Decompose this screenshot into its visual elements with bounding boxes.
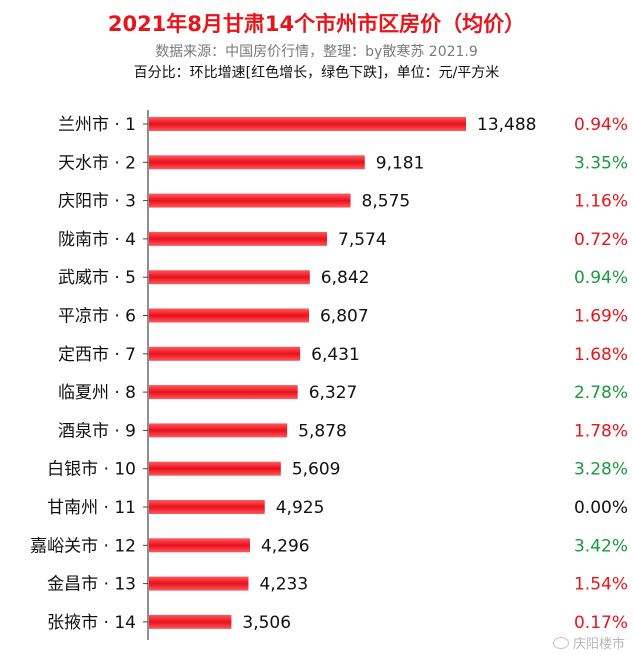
value-label: 9,181 — [376, 153, 425, 173]
bar — [149, 231, 328, 246]
change-label: 1.78% — [574, 421, 628, 441]
chart-title: 2021年8月甘肃14个市州市区房价（均价） — [107, 12, 526, 36]
bar — [149, 155, 365, 170]
bar — [149, 308, 309, 323]
value-label: 5,878 — [298, 421, 347, 441]
change-label: 0.00% — [574, 498, 628, 518]
category-label: 平凉市 · 6 — [58, 307, 136, 327]
category-label: 酒泉市 · 9 — [58, 421, 136, 441]
change-label: 0.17% — [574, 613, 628, 633]
value-label: 6,807 — [320, 307, 369, 327]
bar — [149, 538, 250, 553]
bar — [149, 423, 288, 438]
category-label: 嘉峪关市 · 12 — [30, 536, 136, 556]
change-label: 1.68% — [574, 345, 628, 365]
category-label: 兰州市 · 1 — [58, 115, 136, 135]
value-label: 13,488 — [477, 115, 536, 135]
category-label: 金昌市 · 13 — [47, 575, 136, 595]
chart-note: 百分比：环比增速[红色增长，绿色下跌]，单位：元/平方米 — [133, 65, 500, 81]
bar — [149, 346, 301, 361]
change-label: 0.94% — [574, 268, 628, 288]
category-label: 陇南市 · 4 — [58, 230, 136, 250]
bar — [149, 193, 351, 208]
category-label: 定西市 · 7 — [58, 345, 136, 365]
category-label: 张掖市 · 14 — [47, 613, 136, 633]
value-label: 7,574 — [338, 230, 387, 250]
change-label: 1.16% — [574, 192, 628, 212]
category-label: 天水市 · 2 — [58, 153, 136, 173]
bar — [149, 385, 298, 400]
change-label: 3.35% — [574, 153, 628, 173]
bar — [149, 500, 265, 514]
change-label: 1.54% — [574, 575, 628, 595]
change-label: 2.78% — [574, 383, 628, 403]
change-label: 1.69% — [574, 307, 628, 327]
chart-subtitle: 数据来源：中国房价行情，整理：by散寒苏 2021.9 — [155, 44, 478, 60]
change-label: 3.28% — [574, 460, 628, 480]
value-label: 5,609 — [292, 460, 341, 480]
bar — [149, 117, 466, 131]
value-label: 6,842 — [321, 268, 370, 288]
value-label: 4,233 — [259, 575, 308, 595]
change-label: 0.72% — [574, 230, 628, 250]
category-label: 甘南州 · 11 — [47, 498, 136, 518]
bar — [149, 614, 232, 629]
change-label: 3.42% — [574, 536, 628, 556]
category-label: 武威市 · 5 — [58, 268, 136, 288]
category-label: 白银市 · 10 — [47, 460, 136, 480]
bar — [149, 461, 281, 476]
value-label: 8,575 — [362, 192, 411, 212]
value-label: 6,327 — [309, 383, 358, 403]
value-label: 4,925 — [276, 498, 325, 518]
change-label: 0.94% — [574, 115, 628, 135]
watermark: 庆阳楼市 — [552, 633, 625, 652]
bar — [149, 576, 249, 591]
value-label: 6,431 — [311, 345, 360, 365]
value-label: 3,506 — [242, 613, 291, 633]
category-label: 临夏州 · 8 — [58, 383, 136, 403]
weibo-icon — [552, 637, 569, 649]
bar — [149, 270, 310, 285]
value-label: 4,296 — [261, 536, 310, 556]
category-label: 庆阳市 · 3 — [58, 192, 136, 212]
watermark-text: 庆阳楼市 — [572, 637, 625, 652]
